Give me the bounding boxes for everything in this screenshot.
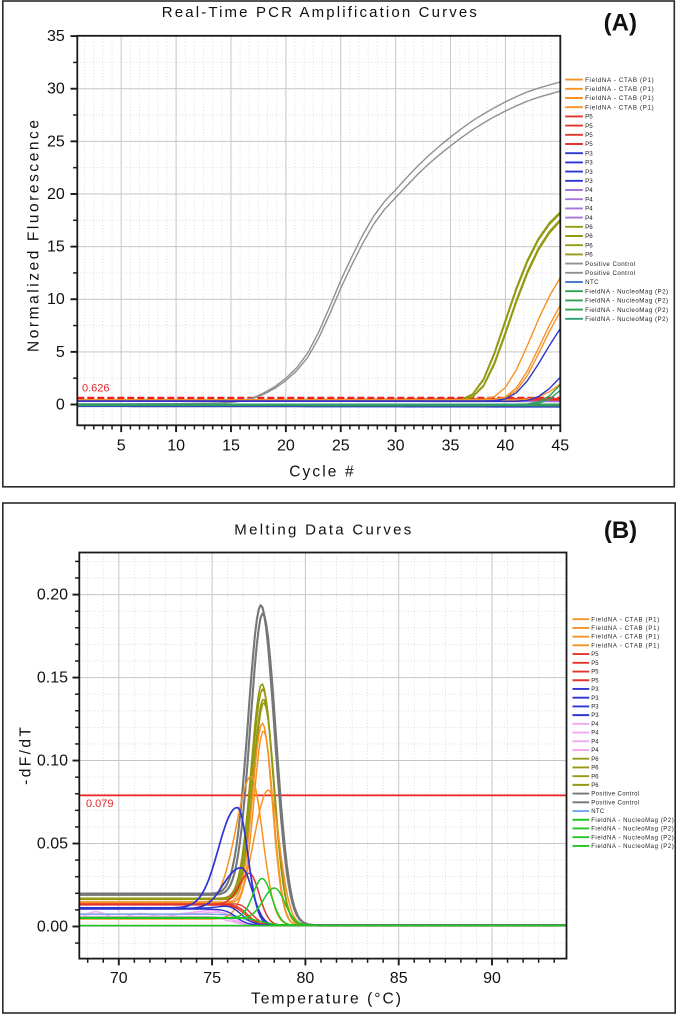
svg-text:0.10: 0.10 xyxy=(37,752,68,769)
svg-text:(B): (B) xyxy=(604,517,637,544)
svg-text:FieldNA - CTAB (P1): FieldNA - CTAB (P1) xyxy=(591,617,659,623)
svg-text:Cycle #: Cycle # xyxy=(289,464,354,481)
svg-text:P4: P4 xyxy=(591,739,599,745)
svg-text:FieldNA - NucleoMag (P2): FieldNA - NucleoMag (P2) xyxy=(585,298,668,305)
svg-text:FieldNA - NucleoMag (P2): FieldNA - NucleoMag (P2) xyxy=(585,288,668,295)
svg-text:Positive Control: Positive Control xyxy=(591,792,639,798)
svg-text:FieldNA - CTAB (P1): FieldNA - CTAB (P1) xyxy=(591,635,659,641)
svg-text:10: 10 xyxy=(167,438,185,455)
svg-text:0.079: 0.079 xyxy=(86,798,114,810)
svg-text:35: 35 xyxy=(47,28,65,45)
svg-text:FieldNA - CTAB (P1): FieldNA - CTAB (P1) xyxy=(585,86,654,93)
svg-text:0.15: 0.15 xyxy=(37,669,68,686)
svg-text:FieldNA - CTAB (P1): FieldNA - CTAB (P1) xyxy=(585,77,654,84)
svg-text:P5: P5 xyxy=(585,141,593,148)
svg-text:P4: P4 xyxy=(585,196,593,203)
svg-text:5: 5 xyxy=(117,438,126,455)
svg-text:NTC: NTC xyxy=(585,279,599,286)
svg-text:20: 20 xyxy=(47,186,65,203)
svg-text:FieldNA - NucleoMag (P2): FieldNA - NucleoMag (P2) xyxy=(585,316,668,323)
svg-text:80: 80 xyxy=(297,970,315,987)
svg-text:P4: P4 xyxy=(585,187,593,194)
svg-text:P5: P5 xyxy=(591,652,599,658)
svg-text:45: 45 xyxy=(551,438,569,455)
svg-text:15: 15 xyxy=(47,239,65,256)
svg-text:20: 20 xyxy=(277,438,295,455)
svg-text:P5: P5 xyxy=(585,132,593,139)
svg-text:25: 25 xyxy=(47,133,65,150)
svg-text:P4: P4 xyxy=(591,722,599,728)
svg-text:P3: P3 xyxy=(591,705,599,711)
svg-text:P3: P3 xyxy=(585,178,593,185)
svg-text:0.20: 0.20 xyxy=(37,587,68,604)
svg-text:Melting Data Curves: Melting Data Curves xyxy=(234,522,411,539)
svg-text:15: 15 xyxy=(222,438,240,455)
svg-text:P3: P3 xyxy=(591,696,599,702)
svg-text:0.00: 0.00 xyxy=(37,918,68,935)
svg-text:FieldNA - CTAB (P1): FieldNA - CTAB (P1) xyxy=(585,95,654,102)
svg-text:0: 0 xyxy=(56,396,65,413)
svg-text:NTC: NTC xyxy=(591,809,605,815)
svg-text:0.626: 0.626 xyxy=(82,383,110,395)
svg-text:30: 30 xyxy=(47,81,65,98)
svg-text:P6: P6 xyxy=(585,242,593,249)
svg-text:FieldNA - NucleoMag (P2): FieldNA - NucleoMag (P2) xyxy=(591,818,674,824)
svg-text:Positive Control: Positive Control xyxy=(585,261,635,268)
svg-text:FieldNA - NucleoMag (P2): FieldNA - NucleoMag (P2) xyxy=(585,307,668,314)
svg-text:P6: P6 xyxy=(591,774,599,780)
svg-text:25: 25 xyxy=(332,438,350,455)
svg-text:P3: P3 xyxy=(585,150,593,157)
svg-text:30: 30 xyxy=(387,438,405,455)
svg-text:75: 75 xyxy=(203,970,221,987)
svg-text:70: 70 xyxy=(110,970,128,987)
svg-text:P6: P6 xyxy=(591,783,599,789)
svg-text:5: 5 xyxy=(56,344,65,361)
svg-text:FieldNA - CTAB (P1): FieldNA - CTAB (P1) xyxy=(591,643,659,649)
svg-text:FieldNA - CTAB (P1): FieldNA - CTAB (P1) xyxy=(591,626,659,632)
svg-text:FieldNA - CTAB (P1): FieldNA - CTAB (P1) xyxy=(585,104,654,111)
svg-text:P6: P6 xyxy=(591,766,599,772)
svg-text:P5: P5 xyxy=(591,678,599,684)
svg-text:P5: P5 xyxy=(591,670,599,676)
svg-text:10: 10 xyxy=(47,291,65,308)
svg-text:P4: P4 xyxy=(585,206,593,213)
svg-text:P4: P4 xyxy=(585,215,593,222)
svg-text:90: 90 xyxy=(483,970,501,987)
svg-text:Positive Control: Positive Control xyxy=(585,270,635,277)
svg-text:0.05: 0.05 xyxy=(37,835,68,852)
svg-text:FieldNA - NucleoMag (P2): FieldNA - NucleoMag (P2) xyxy=(591,835,674,841)
svg-text:FieldNA - NucleoMag (P2): FieldNA - NucleoMag (P2) xyxy=(591,827,674,833)
svg-text:Temperature (°C): Temperature (°C) xyxy=(251,990,401,1007)
svg-text:P5: P5 xyxy=(585,123,593,130)
svg-text:P3: P3 xyxy=(591,713,599,719)
svg-text:Positive Control: Positive Control xyxy=(591,800,639,806)
svg-text:P5: P5 xyxy=(591,661,599,667)
svg-text:P6: P6 xyxy=(585,252,593,259)
svg-text:P6: P6 xyxy=(591,757,599,763)
svg-text:P6: P6 xyxy=(585,224,593,231)
svg-text:P4: P4 xyxy=(591,731,599,737)
svg-text:(A): (A) xyxy=(604,10,637,37)
svg-text:35: 35 xyxy=(442,438,460,455)
svg-text:40: 40 xyxy=(497,438,515,455)
svg-text:P5: P5 xyxy=(585,114,593,121)
svg-text:P3: P3 xyxy=(585,169,593,176)
svg-text:P4: P4 xyxy=(591,748,599,754)
svg-text:P3: P3 xyxy=(591,687,599,693)
svg-text:FieldNA - NucleoMag (P2): FieldNA - NucleoMag (P2) xyxy=(591,844,674,850)
svg-text:P3: P3 xyxy=(585,160,593,167)
svg-text:Real-Time PCR Amplification Cu: Real-Time PCR Amplification Curves xyxy=(162,4,477,21)
svg-text:85: 85 xyxy=(390,970,408,987)
svg-text:P6: P6 xyxy=(585,233,593,240)
svg-text:Normalized Fluorescence: Normalized Fluorescence xyxy=(26,120,43,352)
